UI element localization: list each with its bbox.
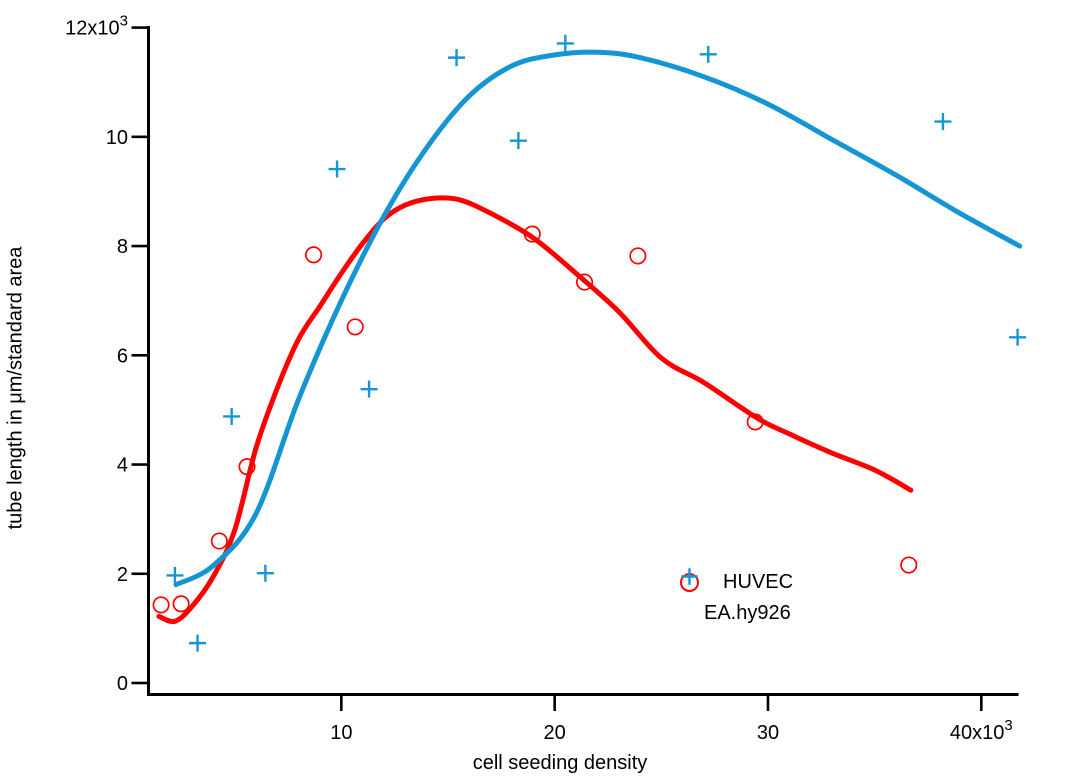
huvec-data-point [210, 532, 228, 550]
huvec-data-point [238, 458, 256, 476]
huvec-data-point [172, 595, 190, 613]
ea-hy926-fit-curve [173, 49, 1023, 588]
ea-hy926-data-point [448, 49, 466, 67]
y-tick-label: 6 [117, 345, 128, 367]
y-tick-label: 12x103 [65, 13, 128, 40]
y-tick-label: 8 [117, 236, 128, 258]
ea-hy926-data-point [360, 380, 378, 398]
ea-hy926-data-point [934, 113, 952, 131]
ea-hy926-data-point [189, 634, 207, 652]
legend: HUVEC EA.hy926 [680, 567, 793, 629]
huvec-data-point [746, 413, 764, 431]
legend-label-eahy926: EA.hy926 [704, 602, 791, 624]
x-tick-label: 10 [330, 722, 352, 744]
huvec-data-point [305, 246, 323, 264]
ea-hy926-data-point [556, 34, 574, 52]
ea-hy926-data-point [509, 132, 527, 150]
y-axis-title: tube length in μm/standard area [4, 246, 27, 530]
eahy926-plus-marker-icon [681, 568, 698, 585]
x-tick-label: 20 [544, 722, 566, 744]
legend-item-eahy926: EA.hy926 [680, 568, 793, 629]
x-tick-label: 40x103 [950, 717, 1013, 744]
huvec-data-point [575, 273, 594, 291]
ea-hy926-data-point [223, 407, 241, 425]
ea-hy926-data-point [328, 160, 346, 178]
y-tick-label: 10 [106, 127, 128, 149]
legend-label-huvec: HUVEC [723, 571, 794, 593]
y-tick-label: 2 [117, 564, 128, 586]
huvec-data-point [629, 247, 647, 265]
huvec-data-point [523, 225, 541, 243]
ea-hy926-data-point [256, 564, 274, 582]
y-tick-label: 4 [117, 455, 128, 477]
x-tick-label: 30 [757, 722, 779, 744]
huvec-data-point [346, 318, 364, 336]
x-axis-title: cell seeding density [472, 752, 648, 774]
huvec-fit-curve [156, 195, 914, 625]
huvec-data-point [900, 556, 918, 574]
ea-hy926-data-point [699, 45, 717, 63]
ea-hy926-data-point [1009, 328, 1027, 346]
ea-hy926-data-point [166, 566, 184, 584]
huvec-data-point [152, 596, 170, 614]
y-tick-label: 0 [117, 673, 128, 695]
